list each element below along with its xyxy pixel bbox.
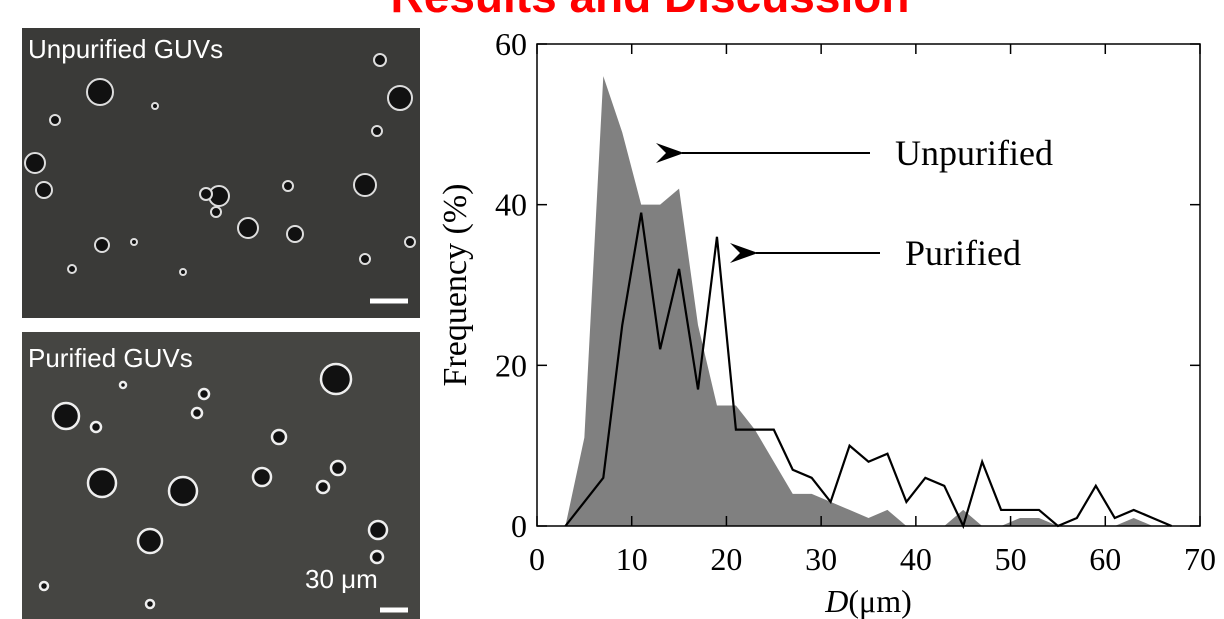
chart: 0 10 20 30 40 50 60 70 0 20 40 60 Frequency (%) D(μm)… [437,26,1216,619]
annotation-label: Purified [905,233,1021,273]
line-series [564,212,1173,530]
x-tick-label: 50 [995,541,1027,577]
x-tick-label: 0 [529,541,545,577]
x-axis-label-unit: (μm) [848,583,911,619]
x-tick-label: 20 [710,541,742,577]
slide-title: Results and Discussion [391,0,910,22]
y-axis-label: Frequency (%) [437,184,474,387]
x-tick-label: 10 [616,541,648,577]
x-axis-label-variable: D [824,583,848,619]
y-tick-label: 0 [511,508,527,544]
micrograph-purified: Purified GUVs 30 μm [22,332,420,619]
area-series [565,76,1172,526]
micrograph-unpurified: Unpurified GUVs [22,28,420,318]
image-label: Unpurified GUVs [28,34,223,64]
x-axis-label: D(μm) [824,583,911,619]
x-tick-label: 40 [900,541,932,577]
y-tick-label: 60 [495,26,527,62]
x-tick-label: 30 [805,541,837,577]
y-tick-label: 20 [495,347,527,383]
plot-frame [536,43,1201,527]
annotation-label: Unpurified [895,133,1053,173]
y-tick-label: 40 [495,187,527,223]
x-tick-label: 70 [1184,541,1216,577]
image-label: Purified GUVs [28,343,193,373]
scale-bar-label: 30 μm [305,564,378,594]
x-tick-label: 60 [1089,541,1121,577]
